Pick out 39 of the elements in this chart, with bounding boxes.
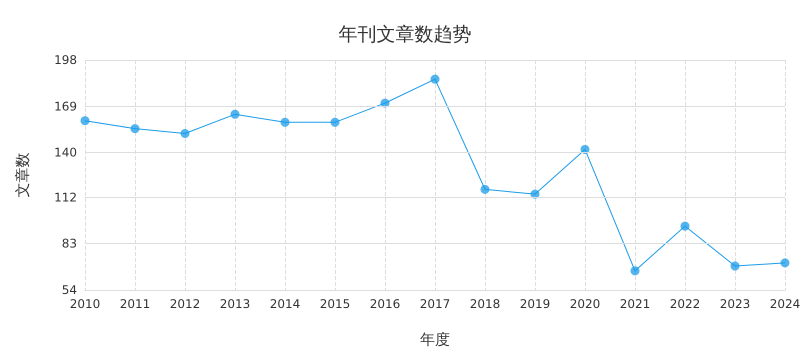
x-tick-label: 2017 (420, 297, 450, 311)
point (80, 116, 90, 126)
y-axis-title: 文章数 (14, 152, 32, 198)
y-tick-label: 169 (54, 99, 77, 114)
x-tick-label: 2011 (120, 297, 150, 311)
x-tick-label: 2013 (220, 297, 250, 311)
y-tick-label: 140 (54, 146, 77, 160)
x-axis-title: 年度 (420, 330, 450, 348)
point (730, 262, 740, 271)
point (180, 128, 190, 138)
point (330, 118, 340, 127)
point (530, 190, 540, 199)
x-tick-label: 2010 (70, 297, 100, 311)
x-tick-label: 2015 (320, 297, 350, 311)
x-tick-label: 2024 (770, 297, 800, 311)
chart-title: 年刊文章数趋势 (338, 24, 472, 46)
x-tick-label: 2016 (370, 297, 400, 311)
y-tick-label: 112 (54, 190, 77, 204)
point (630, 266, 640, 276)
point (780, 258, 790, 268)
point (430, 74, 440, 84)
point (130, 124, 140, 134)
x-tick-label: 2018 (470, 297, 500, 311)
x-tick-label: 2020 (570, 297, 600, 311)
y-tick-label: 54 (62, 283, 77, 297)
point (680, 222, 690, 231)
point (230, 110, 240, 119)
point (580, 144, 590, 154)
x-tick-label: 2022 (670, 297, 700, 311)
y-tick-label: 83 (62, 236, 77, 251)
x-tick-label: 2021 (620, 297, 650, 311)
point (480, 184, 490, 194)
x-tick-label: 2012 (170, 297, 200, 311)
x-tick-label: 2019 (520, 297, 550, 311)
x-tick-label: 2023 (720, 297, 750, 311)
x-tick-label: 2014 (270, 297, 300, 311)
point (280, 118, 290, 127)
y-tick-label: 198 (54, 53, 77, 67)
point (380, 98, 390, 108)
